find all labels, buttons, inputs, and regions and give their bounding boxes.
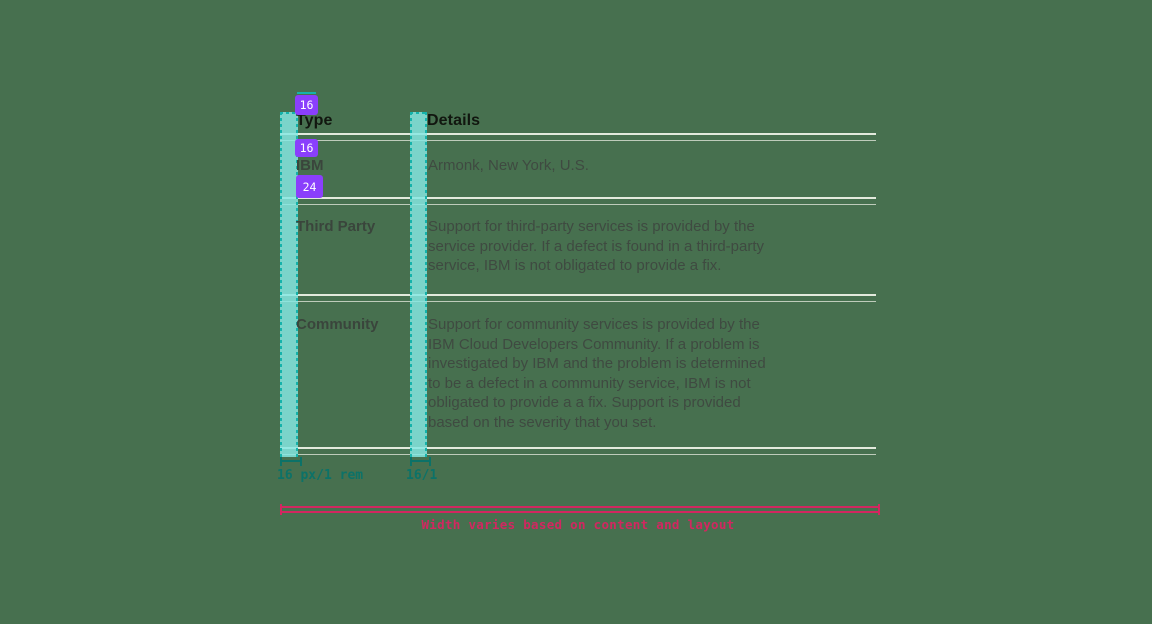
table-header-border xyxy=(280,133,876,141)
table-row-type-ibm: IBM xyxy=(296,157,324,174)
dotted-edge xyxy=(280,112,298,114)
table-row-border xyxy=(280,294,876,302)
column-gutter-spacing-bar xyxy=(410,112,427,457)
left-margin-width-bracket xyxy=(280,457,302,466)
table-row-type-third-party: Third Party xyxy=(296,218,376,235)
column-gutter-measurement-label: 16/1 xyxy=(406,468,438,483)
dotted-edge xyxy=(425,112,427,457)
column-header-type: Type xyxy=(296,112,333,129)
spacing-badge-row-top-16: 16 xyxy=(295,139,318,157)
dotted-edge xyxy=(410,112,427,114)
dotted-edge xyxy=(296,112,298,457)
spacing-badge-header-16: 16 xyxy=(295,95,318,115)
table-row-border xyxy=(280,197,876,205)
table-width-note: Width varies based on content and layout xyxy=(421,517,735,532)
table-bottom-border xyxy=(280,447,876,455)
dotted-edge xyxy=(280,112,282,457)
measure-tick xyxy=(297,92,316,94)
column-header-details: Details xyxy=(427,112,481,129)
left-margin-measurement-label: 16 px/1 rem xyxy=(277,468,364,483)
dotted-edge xyxy=(410,112,412,457)
table-row-details-community: Support for community services is provid… xyxy=(428,316,766,431)
table-width-ruler xyxy=(280,504,880,515)
spacing-badge-row-bottom-24: 24 xyxy=(296,175,323,198)
column-gutter-width-bracket xyxy=(410,457,431,466)
table-row-type-community: Community xyxy=(296,316,379,333)
table-row-details-ibm: Armonk, New York, U.S. xyxy=(428,157,589,174)
table-row-details-third-party: Support for third-party services is prov… xyxy=(428,218,764,274)
left-margin-spacing-bar xyxy=(280,112,298,457)
